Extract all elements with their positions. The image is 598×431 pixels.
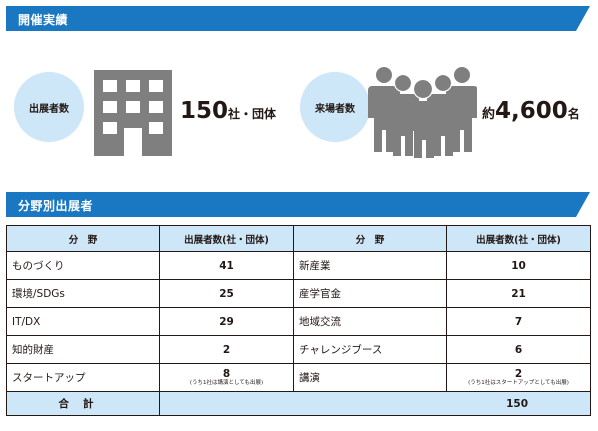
people-icon: [368, 67, 477, 158]
count-note: (うち1社は講演としても出展): [189, 380, 264, 386]
count-note: (うち1社はスタートアップとしても出展): [468, 380, 569, 386]
count-cell: 2: [159, 335, 294, 364]
visitors-label: 来場者数: [315, 103, 355, 115]
table-row: ものづくり 41 新産業 10: [6, 251, 591, 280]
table-row: 知的財産 2 チャレンジブース 6: [6, 335, 591, 364]
visitors-unit: 名: [567, 107, 580, 121]
table-row: 環境/SDGs 25 産学官金 21: [6, 279, 591, 308]
exhibitors-unit: 社・団体: [228, 107, 277, 121]
table-row: スタートアップ 8 (うち1社は講演としても出展) 講演 2 (うち1社はスター…: [6, 363, 591, 392]
exhibitors-value: 150: [180, 98, 229, 124]
header-field: 分 野: [6, 225, 160, 252]
count-cell: 2 (うち1社はスタートアップとしても出展): [446, 363, 591, 392]
section-banner-by-field: 分野別出展者: [6, 192, 590, 217]
exhibitors-by-field-table: 分 野 出展者数(社・団体) 分 野 出展者数(社・団体) ものづくり 41 新…: [6, 225, 591, 416]
header-field: 分 野: [293, 225, 447, 252]
count-cell: 25: [159, 279, 294, 308]
total-label: 合計: [6, 391, 160, 416]
field-cell: 講演: [293, 363, 447, 392]
count-cell: 21: [446, 279, 591, 308]
count-cell: 6: [446, 335, 591, 364]
section-title-results: 開催実績: [18, 13, 69, 27]
field-cell: 地域交流: [293, 307, 447, 336]
total-value: 150: [159, 391, 591, 416]
field-cell: IT/DX: [6, 307, 160, 336]
section-title-by-field: 分野別出展者: [18, 199, 94, 213]
total-row: 合計 150: [6, 391, 591, 416]
count-cell: 29: [159, 307, 294, 336]
header-count: 出展者数(社・団体): [446, 225, 591, 252]
exhibitors-label: 出展者数: [29, 103, 69, 115]
banner-shape: [6, 6, 590, 31]
visitors-stat: 約4,600名: [482, 98, 580, 124]
count-cell: 10: [446, 251, 591, 280]
field-cell: 新産業: [293, 251, 447, 280]
count-cell: 7: [446, 307, 591, 336]
count-cell: 8 (うち1社は講演としても出展): [159, 363, 294, 392]
visitors-label-badge: 来場者数: [300, 72, 370, 142]
header-count: 出展者数(社・団体): [159, 225, 294, 252]
field-cell: ものづくり: [6, 251, 160, 280]
exhibitors-stat: 150社・団体: [180, 98, 276, 124]
banner-shape: [6, 192, 590, 217]
field-cell: 知的財産: [6, 335, 160, 364]
count-cell: 41: [159, 251, 294, 280]
count-value: 8: [222, 368, 231, 380]
section-banner-results: 開催実績: [6, 6, 590, 31]
field-cell: チャレンジブース: [293, 335, 447, 364]
exhibitors-label-badge: 出展者数: [14, 72, 84, 142]
table-header-row: 分 野 出展者数(社・団体) 分 野 出展者数(社・団体): [6, 225, 591, 252]
building-icon: [94, 70, 172, 156]
visitors-value: 4,600: [495, 98, 568, 124]
field-cell: 環境/SDGs: [6, 279, 160, 308]
count-value: 2: [514, 368, 523, 380]
field-cell: スタートアップ: [6, 363, 160, 392]
table-row: IT/DX 29 地域交流 7: [6, 307, 591, 336]
field-cell: 産学官金: [293, 279, 447, 308]
visitors-prefix: 約: [482, 107, 496, 122]
